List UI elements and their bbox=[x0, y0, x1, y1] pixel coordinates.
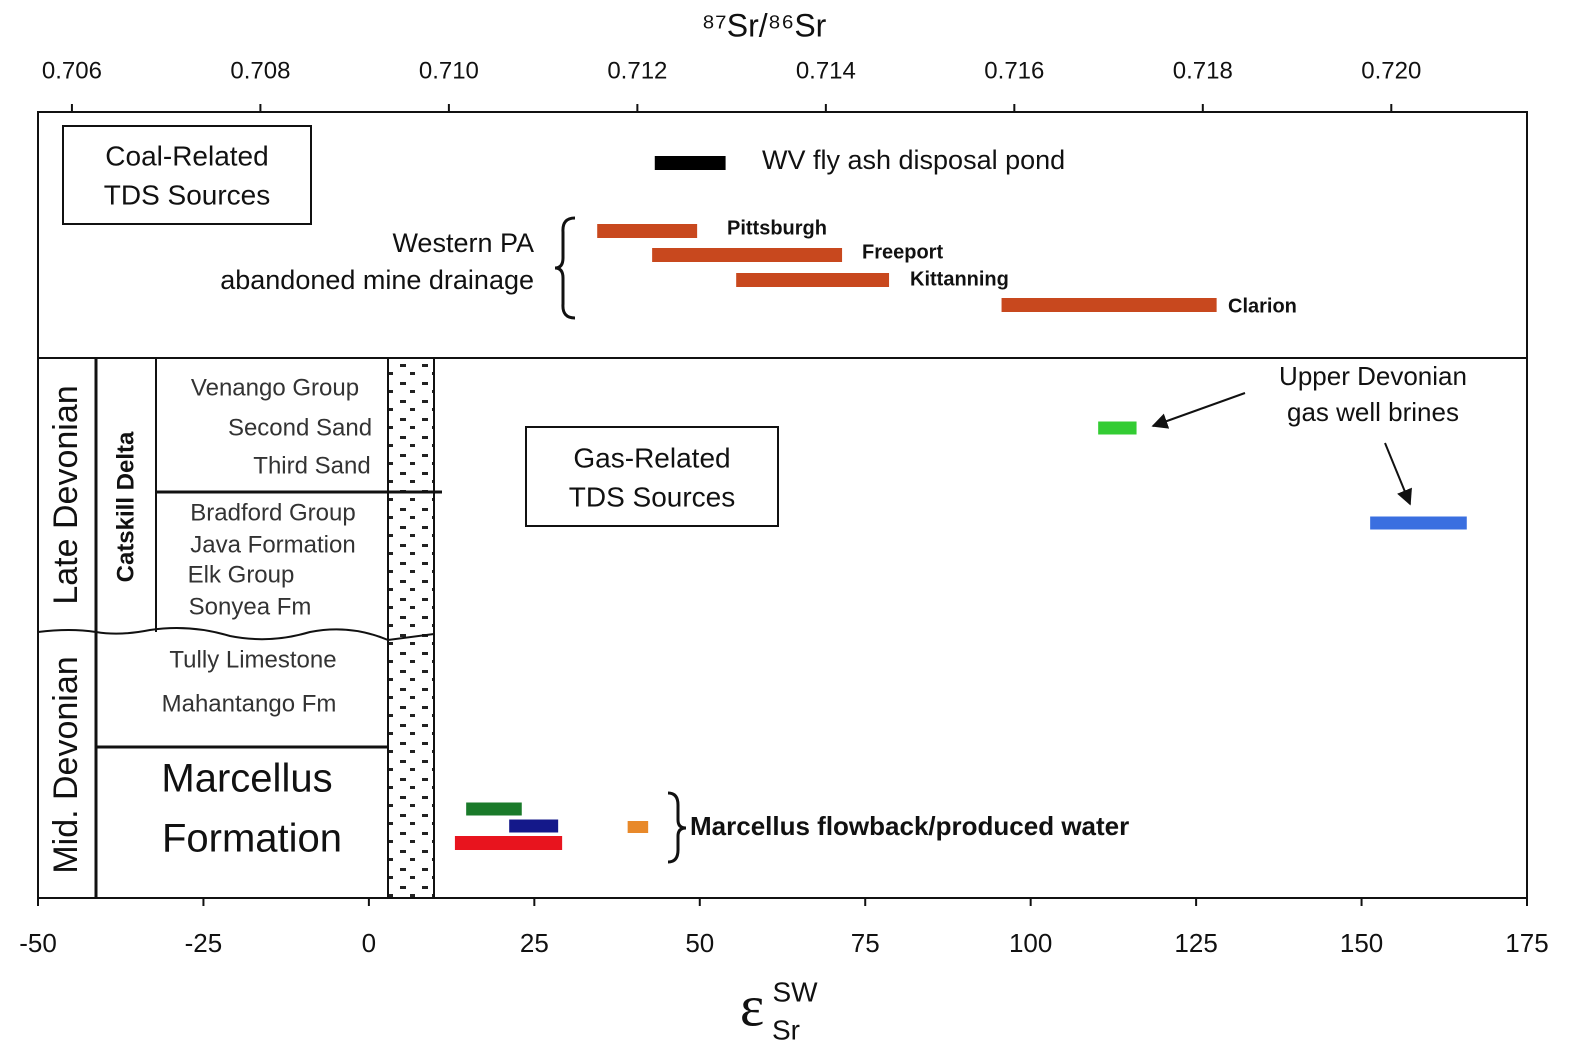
x2-tick-label: 0.720 bbox=[1361, 57, 1421, 84]
x-tick-label: 75 bbox=[851, 928, 880, 958]
coal-box bbox=[62, 125, 312, 225]
x-tick-label: 150 bbox=[1340, 928, 1383, 958]
delta-label: Catskill Delta bbox=[112, 431, 139, 582]
x-tick-label: 0 bbox=[362, 928, 376, 958]
plot-frame bbox=[37, 111, 1528, 899]
x-axis-title-sub: Sr bbox=[772, 1014, 800, 1045]
x2-tick-label: 0.714 bbox=[796, 57, 856, 84]
arrow bbox=[1151, 392, 1246, 429]
range-bar bbox=[1001, 298, 1217, 312]
x-tick-label: 50 bbox=[685, 928, 714, 958]
bar-label: Kittanning bbox=[910, 268, 1009, 290]
range-bar bbox=[652, 248, 843, 262]
x-tick-label: -25 bbox=[185, 928, 223, 958]
lithology bbox=[387, 357, 435, 899]
x2-tick-label: 0.706 bbox=[42, 57, 102, 84]
gas-label: Gas-Related bbox=[573, 442, 730, 473]
brines-label: Upper Devonian bbox=[1279, 361, 1467, 391]
unit-label: Elk Group bbox=[188, 561, 295, 588]
unit-label: Bradford Group bbox=[190, 499, 355, 526]
marcellus-formation: Formation bbox=[162, 817, 342, 861]
x-tick-label: -50 bbox=[19, 928, 57, 958]
range-bar bbox=[736, 273, 890, 287]
coal-label: TDS Sources bbox=[104, 179, 271, 210]
range-bar bbox=[1098, 421, 1137, 435]
unit-label: Tully Limestone bbox=[169, 646, 336, 673]
range-bar bbox=[466, 802, 522, 816]
bar-label: WV fly ash disposal pond bbox=[762, 145, 1065, 175]
unit-label: Venango Group bbox=[191, 374, 359, 401]
x2-tick-label: 0.718 bbox=[1173, 57, 1233, 84]
gas-box bbox=[525, 426, 779, 527]
amd-label: Western PA bbox=[392, 228, 534, 258]
coal-label: Coal-Related bbox=[105, 140, 268, 171]
x2-tick-label: 0.710 bbox=[419, 57, 479, 84]
bar-label: Pittsburgh bbox=[727, 217, 827, 239]
x-tick-label: 125 bbox=[1174, 928, 1217, 958]
x2-tick-label: 0.708 bbox=[230, 57, 290, 84]
stratigraphic-column: Late Devonian Mid. Devonian Catskill Del… bbox=[37, 357, 442, 899]
range-bar bbox=[509, 819, 559, 833]
unconformity bbox=[37, 627, 435, 642]
period-label: Mid. Devonian bbox=[47, 656, 85, 873]
range-bar bbox=[597, 224, 698, 238]
marcellus-formation: Marcellus bbox=[161, 757, 332, 801]
range-bar bbox=[627, 821, 649, 833]
period-label: Late Devonian bbox=[47, 385, 85, 604]
unit-label: Mahantango Fm bbox=[162, 690, 337, 717]
x-axis-title-sup: SW bbox=[772, 976, 818, 1007]
x2-axis-title: ⁸⁷Sr/⁸⁶Sr bbox=[702, 7, 827, 43]
x2-tick-label: 0.716 bbox=[984, 57, 1044, 84]
x-tick-label: 100 bbox=[1009, 928, 1052, 958]
range-bar bbox=[454, 836, 563, 850]
unit-label: Second Sand bbox=[228, 414, 372, 441]
brace bbox=[554, 216, 576, 320]
brace bbox=[667, 791, 687, 864]
unit-label: Third Sand bbox=[253, 452, 370, 479]
bar-label: Freeport bbox=[862, 241, 943, 263]
amd-label: abandoned mine drainage bbox=[220, 265, 534, 295]
x2-tick-label: 0.712 bbox=[607, 57, 667, 84]
marcellus-label: Marcellus flowback/produced water bbox=[690, 811, 1129, 841]
unit-label: Java Formation bbox=[190, 531, 355, 558]
gas-label: TDS Sources bbox=[569, 481, 736, 512]
range-bar bbox=[654, 156, 726, 170]
bar-label: Clarion bbox=[1228, 295, 1297, 317]
x-tick-label: 175 bbox=[1505, 928, 1548, 958]
unit-label: Sonyea Fm bbox=[189, 593, 312, 620]
arrow bbox=[1384, 442, 1412, 506]
range-bar bbox=[1370, 516, 1467, 530]
x-tick-label: 25 bbox=[520, 928, 549, 958]
brines-label: gas well brines bbox=[1287, 397, 1459, 427]
x-axis-title: ε bbox=[740, 973, 764, 1038]
